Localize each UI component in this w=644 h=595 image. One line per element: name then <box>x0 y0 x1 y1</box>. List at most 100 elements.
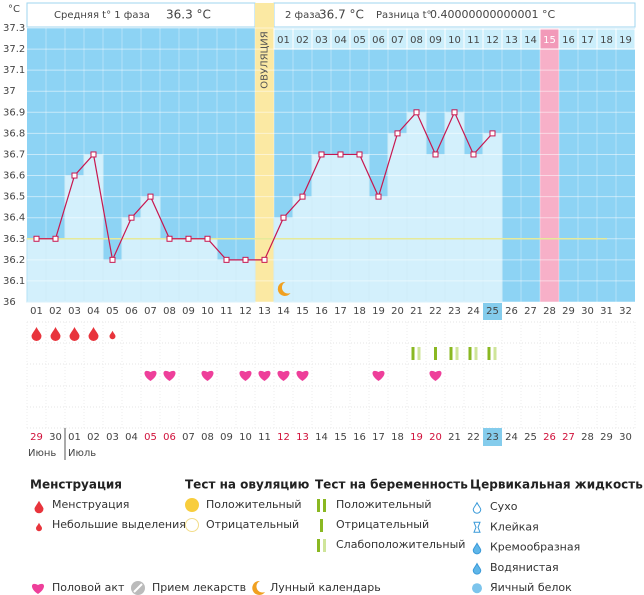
legend-fluid <box>472 542 482 555</box>
temp-point <box>432 151 439 158</box>
date-label: 29 <box>30 432 43 443</box>
date-label: 16 <box>353 432 366 443</box>
day-label: 19 <box>372 306 385 317</box>
month-label: Июнь <box>28 448 56 459</box>
date-label: 06 <box>163 432 176 443</box>
temp-point <box>299 193 306 200</box>
legend-item: Положительный <box>206 498 302 511</box>
temp-bar <box>197 238 218 303</box>
heart <box>372 370 385 381</box>
moon-icon <box>277 281 291 296</box>
legend-item: Положительный <box>336 498 432 511</box>
y-tick-label: 36.6 <box>3 171 25 182</box>
phase1-label: Средняя t° 1 фаза <box>54 10 150 21</box>
y-tick-label: 37.3 <box>3 23 25 34</box>
date-label: 25 <box>524 432 537 443</box>
temp-point <box>261 256 268 263</box>
legend-title: Тест на овуляцию <box>185 478 310 492</box>
day-label: 32 <box>619 306 632 317</box>
heart <box>258 370 271 381</box>
date-label: 24 <box>505 432 518 443</box>
temp-point <box>147 193 154 200</box>
date-label: 08 <box>201 432 214 443</box>
temp-point <box>318 151 325 158</box>
phase2-day: 13 <box>505 35 518 46</box>
legend-preg <box>323 539 326 552</box>
phase2-day: 15 <box>543 35 556 46</box>
moon-icon <box>252 580 265 595</box>
header-box <box>273 2 636 28</box>
temp-point <box>71 172 78 179</box>
day-label: 13 <box>258 306 271 317</box>
day-label: 05 <box>106 306 119 317</box>
date-label: 30 <box>49 432 62 443</box>
heart <box>429 370 442 381</box>
difference-value: 0.40000000000001 °C <box>430 8 555 21</box>
y-tick-label: 36.5 <box>3 192 25 203</box>
legend-item: Половой акт <box>52 581 125 594</box>
date-label: 30 <box>619 432 632 443</box>
day-label: 10 <box>201 306 214 317</box>
date-label: 03 <box>106 432 119 443</box>
y-tick-label: 36.7 <box>3 149 25 160</box>
legend-ovu-pos <box>185 498 199 512</box>
temp-bar <box>311 153 332 303</box>
y-tick-label: 37 <box>3 86 16 97</box>
temp-bar <box>83 153 104 303</box>
heart <box>296 370 309 381</box>
date-label: 09 <box>220 432 233 443</box>
legend-item: Лунный календарь <box>270 581 381 594</box>
legend-preg <box>317 499 320 512</box>
date-label: 13 <box>296 432 309 443</box>
ovulation-label: ОВУЛЯЦИЯ <box>260 31 271 89</box>
day-label: 06 <box>125 306 138 317</box>
legend-preg <box>323 499 326 512</box>
legend-item: Слабоположительный <box>336 538 465 551</box>
preg-test <box>411 347 415 360</box>
preg-test <box>434 347 437 360</box>
y-tick-label: 36 <box>3 297 16 308</box>
day-label: 28 <box>543 306 556 317</box>
preg-test <box>417 347 421 360</box>
date-label: 29 <box>600 432 613 443</box>
temp-bar <box>349 153 370 303</box>
day-label: 03 <box>68 306 81 317</box>
day-label: 04 <box>87 306 100 317</box>
phase2-day: 17 <box>581 35 594 46</box>
y-tick-label: 36.8 <box>3 128 25 139</box>
legend-item: Прием лекарств <box>152 581 246 594</box>
day-label: 12 <box>239 306 252 317</box>
date-label: 01 <box>68 432 81 443</box>
phase2-day: 09 <box>429 35 442 46</box>
phase2-label: 2 фаза <box>285 10 321 21</box>
y-tick-label: 36.2 <box>3 255 25 266</box>
temp-point <box>451 109 458 116</box>
phase2-day: 19 <box>619 35 632 46</box>
temp-bar <box>292 196 313 303</box>
temp-point <box>128 214 135 221</box>
legend-item: Яичный белок <box>490 581 572 594</box>
legend-preg <box>320 519 323 532</box>
temp-point <box>242 256 249 263</box>
temp-point <box>109 256 116 263</box>
legend-ovu-neg <box>185 518 199 532</box>
ovulation-column <box>255 3 274 302</box>
temp-point <box>470 151 477 158</box>
day-label: 22 <box>429 306 442 317</box>
temp-bar <box>26 238 47 303</box>
temp-point <box>185 235 192 242</box>
date-label: 14 <box>315 432 328 443</box>
legend-title: Тест на беременность <box>315 478 468 492</box>
legend-item: Водянистая <box>490 561 559 574</box>
preg-test <box>455 347 459 360</box>
temp-bar <box>368 196 389 303</box>
phase2-day: 07 <box>391 35 404 46</box>
temp-point <box>413 109 420 116</box>
day-label: 26 <box>505 306 518 317</box>
day-label: 29 <box>562 306 575 317</box>
heart <box>277 370 290 381</box>
date-label: 17 <box>372 432 385 443</box>
temp-point <box>166 235 173 242</box>
heart <box>31 583 45 594</box>
